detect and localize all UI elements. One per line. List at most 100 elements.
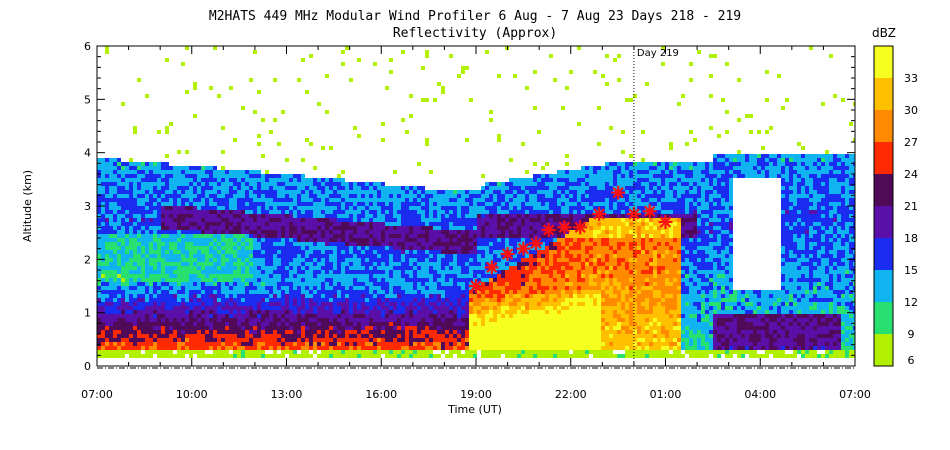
reflectivity-cell xyxy=(281,354,285,358)
reflectivity-cell xyxy=(417,342,421,346)
reflectivity-cell xyxy=(357,186,361,190)
reflectivity-cell xyxy=(501,290,505,294)
reflectivity-cell xyxy=(153,166,157,170)
reflectivity-cell xyxy=(381,274,385,278)
reflectivity-cell xyxy=(257,338,261,342)
reflectivity-cell xyxy=(493,354,497,358)
reflectivity-cell xyxy=(493,250,497,254)
reflectivity-cell xyxy=(349,262,353,266)
reflectivity-cell xyxy=(509,354,513,358)
reflectivity-cell xyxy=(269,334,273,338)
reflectivity-cell xyxy=(277,318,281,322)
reflectivity-cell xyxy=(253,242,257,246)
reflectivity-cell xyxy=(105,334,109,338)
reflectivity-cell xyxy=(341,242,345,246)
reflectivity-cell xyxy=(521,190,525,194)
reflectivity-cell xyxy=(217,282,221,286)
reflectivity-cell xyxy=(449,190,453,194)
reflectivity-cell xyxy=(525,218,529,222)
reflectivity-cell xyxy=(233,262,237,266)
reflectivity-cell xyxy=(429,346,433,350)
reflectivity-cell xyxy=(425,194,429,198)
reflectivity-cell xyxy=(389,234,393,238)
reflectivity-cell xyxy=(173,290,177,294)
reflectivity-cell xyxy=(445,194,449,198)
reflectivity-cell xyxy=(161,346,165,350)
reflectivity-cell xyxy=(213,274,217,278)
reflectivity-cell xyxy=(477,310,481,314)
reflectivity-cell xyxy=(461,226,465,230)
reflectivity-cell xyxy=(165,242,169,246)
reflectivity-cell xyxy=(261,154,265,158)
reflectivity-cell xyxy=(225,286,229,290)
reflectivity-cell xyxy=(417,230,421,234)
reflectivity-cell xyxy=(109,234,113,238)
reflectivity-cell xyxy=(269,322,273,326)
reflectivity-cell xyxy=(437,210,441,214)
reflectivity-cell xyxy=(353,198,357,202)
reflectivity-cell xyxy=(201,170,205,174)
reflectivity-cell xyxy=(237,182,241,186)
reflectivity-cell xyxy=(261,258,265,262)
reflectivity-cell xyxy=(437,342,441,346)
reflectivity-cell xyxy=(421,226,425,230)
reflectivity-cell xyxy=(181,350,185,354)
reflectivity-cell xyxy=(369,206,373,210)
reflectivity-cell xyxy=(129,238,133,242)
reflectivity-cell xyxy=(157,250,161,254)
reflectivity-cell xyxy=(317,338,321,342)
reflectivity-cell xyxy=(265,258,269,262)
reflectivity-cell xyxy=(461,342,465,346)
reflectivity-cell xyxy=(337,326,341,330)
reflectivity-cell xyxy=(241,334,245,338)
reflectivity-cell xyxy=(425,274,429,278)
reflectivity-cell xyxy=(205,282,209,286)
reflectivity-cell xyxy=(477,206,481,210)
reflectivity-cell xyxy=(125,262,129,266)
reflectivity-cell xyxy=(481,250,485,254)
reflectivity-cell xyxy=(233,190,237,194)
reflectivity-cell xyxy=(261,174,265,178)
reflectivity-cell xyxy=(409,322,413,326)
reflectivity-cell xyxy=(205,326,209,330)
reflectivity-cell xyxy=(481,338,485,342)
reflectivity-cell xyxy=(517,274,521,278)
reflectivity-cell xyxy=(481,354,485,358)
reflectivity-cell xyxy=(149,270,153,274)
reflectivity-cell xyxy=(365,254,369,258)
reflectivity-cell xyxy=(117,282,121,286)
reflectivity-cell xyxy=(429,242,433,246)
reflectivity-cell xyxy=(477,294,481,298)
reflectivity-cell xyxy=(117,350,121,354)
reflectivity-cell xyxy=(209,262,213,266)
reflectivity-cell xyxy=(393,314,397,318)
reflectivity-cell xyxy=(177,202,181,206)
reflectivity-cell xyxy=(513,282,517,286)
reflectivity-cell xyxy=(229,198,233,202)
reflectivity-cell xyxy=(313,190,317,194)
reflectivity-cell xyxy=(353,294,357,298)
reflectivity-cell xyxy=(321,294,325,298)
reflectivity-cell xyxy=(213,194,217,198)
reflectivity-cell xyxy=(149,346,153,350)
reflectivity-cell xyxy=(113,242,117,246)
reflectivity-cell xyxy=(205,274,209,278)
reflectivity-cell xyxy=(229,274,233,278)
reflectivity-cell xyxy=(517,310,521,314)
reflectivity-cell xyxy=(417,334,421,338)
reflectivity-cell xyxy=(501,230,505,234)
reflectivity-cell xyxy=(341,266,345,270)
reflectivity-cell xyxy=(505,278,509,282)
reflectivity-cell xyxy=(241,270,245,274)
reflectivity-cell xyxy=(365,318,369,322)
reflectivity-cell xyxy=(261,286,265,290)
reflectivity-cell xyxy=(449,346,453,350)
reflectivity-cell xyxy=(161,210,165,214)
reflectivity-cell xyxy=(213,222,217,226)
reflectivity-cell xyxy=(245,262,249,266)
reflectivity-cell xyxy=(289,230,293,234)
reflectivity-cell xyxy=(165,326,169,330)
reflectivity-cell xyxy=(357,282,361,286)
reflectivity-cell xyxy=(197,258,201,262)
reflectivity-cell xyxy=(445,198,449,202)
